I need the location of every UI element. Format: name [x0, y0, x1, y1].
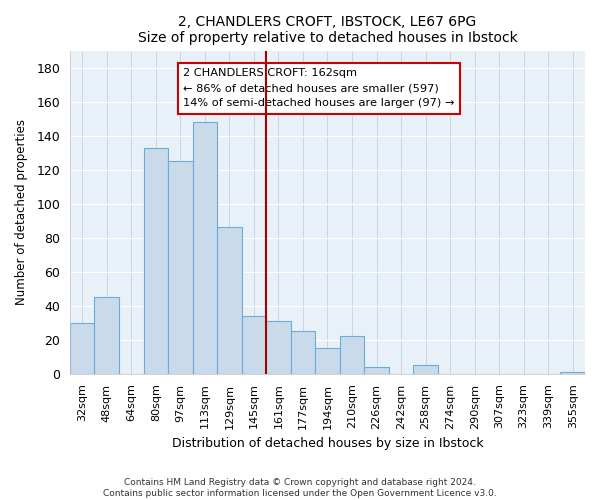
Bar	[290, 332, 315, 374]
Bar	[168, 161, 193, 374]
Bar	[143, 148, 168, 374]
Bar	[340, 336, 364, 374]
Bar	[413, 366, 438, 374]
Bar	[560, 372, 585, 374]
Bar	[217, 228, 242, 374]
Title: 2, CHANDLERS CROFT, IBSTOCK, LE67 6PG
Size of property relative to detached hous: 2, CHANDLERS CROFT, IBSTOCK, LE67 6PG Si…	[137, 15, 517, 45]
Bar	[315, 348, 340, 374]
Bar	[266, 321, 290, 374]
Y-axis label: Number of detached properties: Number of detached properties	[15, 119, 28, 305]
Text: Contains HM Land Registry data © Crown copyright and database right 2024.
Contai: Contains HM Land Registry data © Crown c…	[103, 478, 497, 498]
Bar	[94, 298, 119, 374]
X-axis label: Distribution of detached houses by size in Ibstock: Distribution of detached houses by size …	[172, 437, 483, 450]
Text: 2 CHANDLERS CROFT: 162sqm
← 86% of detached houses are smaller (597)
14% of semi: 2 CHANDLERS CROFT: 162sqm ← 86% of detac…	[183, 68, 455, 108]
Bar	[70, 323, 94, 374]
Bar	[193, 122, 217, 374]
Bar	[242, 316, 266, 374]
Bar	[364, 367, 389, 374]
